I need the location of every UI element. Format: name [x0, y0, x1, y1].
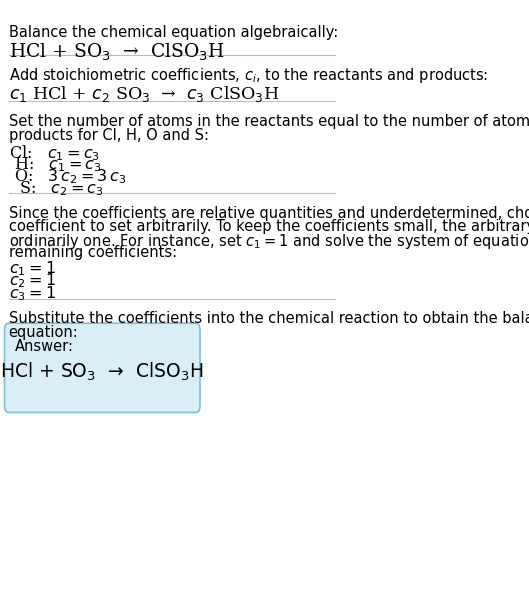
Text: $c_3 = 1$: $c_3 = 1$ — [8, 284, 56, 303]
Text: S:   $c_2 = c_3$: S: $c_2 = c_3$ — [8, 179, 103, 198]
Text: coefficient to set arbitrarily. To keep the coefficients small, the arbitrary va: coefficient to set arbitrarily. To keep … — [8, 219, 529, 234]
Text: Answer:: Answer: — [15, 339, 74, 354]
FancyBboxPatch shape — [5, 324, 200, 413]
Text: $c_2 = 1$: $c_2 = 1$ — [8, 272, 56, 291]
Text: O:   $3\,c_2 = 3\,c_3$: O: $3\,c_2 = 3\,c_3$ — [8, 167, 126, 186]
Text: products for Cl, H, O and S:: products for Cl, H, O and S: — [8, 128, 208, 143]
Text: Set the number of atoms in the reactants equal to the number of atoms in the: Set the number of atoms in the reactants… — [8, 114, 529, 129]
Text: $c_1$ HCl + $c_2$ SO$_3$  →  $c_3$ ClSO$_3$H: $c_1$ HCl + $c_2$ SO$_3$ → $c_3$ ClSO$_3… — [8, 84, 279, 104]
Text: HCl + SO$_3$  →  ClSO$_3$H: HCl + SO$_3$ → ClSO$_3$H — [8, 41, 225, 63]
Text: Add stoichiometric coefficients, $c_i$, to the reactants and products:: Add stoichiometric coefficients, $c_i$, … — [8, 66, 488, 86]
Text: Cl:   $c_1 = c_3$: Cl: $c_1 = c_3$ — [8, 143, 99, 163]
Text: remaining coefficients:: remaining coefficients: — [8, 245, 177, 260]
Text: Substitute the coefficients into the chemical reaction to obtain the balanced: Substitute the coefficients into the che… — [8, 311, 529, 327]
Text: H:   $c_1 = c_3$: H: $c_1 = c_3$ — [8, 155, 101, 174]
Text: Balance the chemical equation algebraically:: Balance the chemical equation algebraica… — [8, 25, 338, 40]
Text: equation:: equation: — [8, 325, 78, 340]
Text: $c_1 = 1$: $c_1 = 1$ — [8, 259, 56, 278]
Text: Since the coefficients are relative quantities and underdetermined, choose a: Since the coefficients are relative quan… — [8, 206, 529, 221]
Text: HCl + SO$_3$  →  ClSO$_3$H: HCl + SO$_3$ → ClSO$_3$H — [1, 361, 204, 384]
Text: ordinarily one. For instance, set $c_1 = 1$ and solve the system of equations fo: ordinarily one. For instance, set $c_1 =… — [8, 232, 529, 251]
